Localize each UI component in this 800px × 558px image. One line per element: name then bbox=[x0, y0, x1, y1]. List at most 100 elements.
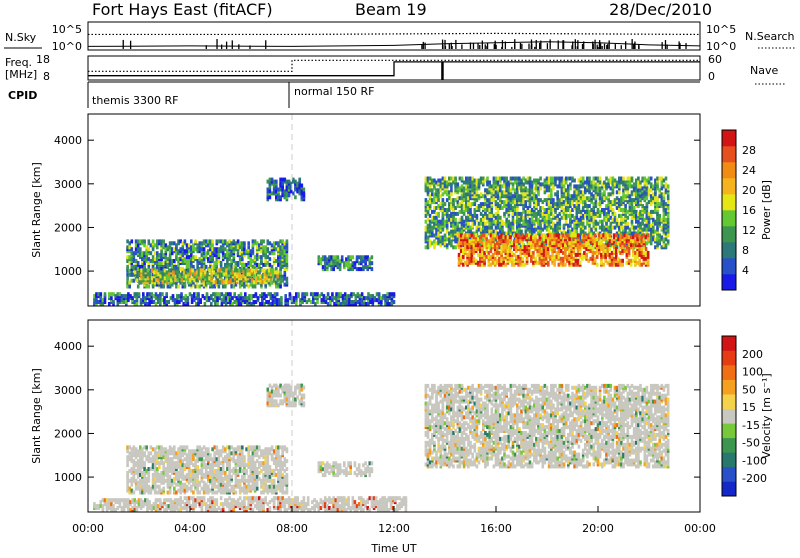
echo-cell bbox=[616, 218, 619, 222]
nave-ytick-bottom: 0 bbox=[708, 70, 715, 83]
echo-cell bbox=[578, 206, 581, 210]
echo-cell bbox=[485, 233, 488, 237]
echo-cell bbox=[139, 247, 142, 251]
echo-cell bbox=[509, 235, 512, 239]
echo-cell bbox=[337, 255, 340, 259]
echo-cell bbox=[152, 239, 155, 243]
echo-cell bbox=[631, 177, 634, 181]
echo-cell bbox=[216, 302, 219, 306]
echo-cell bbox=[341, 255, 344, 259]
echo-cell bbox=[505, 245, 508, 249]
echo-cell bbox=[218, 253, 221, 257]
echo-cell bbox=[206, 272, 209, 276]
echo-cell bbox=[516, 190, 519, 194]
beam-title: Beam 19 bbox=[355, 0, 427, 19]
echo-cell bbox=[588, 177, 591, 181]
echo-cell bbox=[233, 292, 236, 296]
echo-cell bbox=[273, 251, 276, 255]
echo-cell bbox=[184, 239, 187, 243]
echo-cell bbox=[206, 292, 209, 296]
echo-cell bbox=[134, 270, 137, 274]
echo-cell bbox=[276, 270, 279, 274]
echo-cell bbox=[556, 190, 559, 194]
echo-cell bbox=[203, 247, 206, 251]
echo-cell bbox=[262, 239, 265, 243]
echo-cell bbox=[647, 251, 650, 255]
echo-cell bbox=[148, 285, 151, 289]
echo-cell bbox=[150, 251, 153, 255]
echo-cell bbox=[251, 268, 254, 272]
echo-cell bbox=[596, 255, 599, 259]
echo-cell bbox=[534, 233, 537, 237]
echo-cell bbox=[176, 270, 179, 274]
echo-cell bbox=[552, 198, 555, 202]
echo-cell bbox=[243, 241, 246, 245]
echo-cell bbox=[488, 181, 491, 185]
noise-ytick-top-left: 10^5 bbox=[52, 23, 82, 36]
echo-cell bbox=[288, 193, 291, 197]
echo-cell bbox=[577, 233, 580, 237]
echo-cell bbox=[476, 190, 479, 194]
echo-cell bbox=[573, 179, 576, 183]
noise-ylabel-left: N.Sky bbox=[5, 31, 37, 44]
echo-cell bbox=[286, 281, 289, 285]
freq-nave-panel: Freq. [MHz] 18 8 60 0 Nave bbox=[5, 53, 785, 84]
echo-cell bbox=[454, 218, 457, 222]
echo-cell bbox=[539, 224, 542, 228]
echo-cell bbox=[547, 251, 550, 255]
echo-cell bbox=[643, 239, 646, 243]
echo-cell bbox=[667, 200, 670, 204]
echo-cell bbox=[286, 259, 289, 263]
echo-cell bbox=[663, 196, 666, 200]
echo-cell bbox=[652, 226, 655, 230]
echo-cell bbox=[219, 274, 222, 278]
echo-cell bbox=[126, 277, 129, 281]
echo-cell bbox=[602, 263, 605, 267]
echo-cell bbox=[194, 255, 197, 259]
echo-cell bbox=[475, 233, 478, 237]
echo-cell bbox=[491, 226, 494, 230]
freq-ytick-bottom: 8 bbox=[43, 70, 50, 83]
echo-cell bbox=[100, 292, 103, 296]
echo-cell bbox=[615, 233, 618, 237]
echo-cell bbox=[298, 178, 301, 182]
cpid-label: CPID bbox=[8, 89, 37, 102]
echo-cell bbox=[191, 268, 194, 272]
echo-cell bbox=[496, 247, 499, 251]
noise-ytick-top-right: 10^5 bbox=[706, 23, 736, 36]
echo-cell bbox=[579, 261, 582, 265]
echo-cell bbox=[280, 302, 283, 306]
echo-cell bbox=[667, 214, 670, 218]
echo-cell bbox=[444, 177, 447, 181]
echo-cell bbox=[612, 208, 615, 212]
cpid-entry-normal: normal 150 RF bbox=[294, 85, 375, 98]
freq-series-line bbox=[88, 62, 700, 76]
echo-cell bbox=[284, 271, 287, 275]
echo-cell bbox=[442, 198, 445, 202]
echo-cell bbox=[658, 214, 661, 218]
echo-cell bbox=[204, 302, 207, 306]
echo-cell bbox=[210, 302, 213, 306]
echo-cell bbox=[194, 239, 197, 243]
noise-ytick-bottom-left: 10^0 bbox=[52, 40, 82, 53]
echo-cell bbox=[529, 177, 532, 181]
freq-ylabel-line2: [MHz] bbox=[5, 68, 37, 81]
echo-cell bbox=[255, 292, 258, 296]
echo-cell bbox=[582, 222, 585, 226]
echo-cell bbox=[564, 263, 567, 267]
date-title: 28/Dec/2010 bbox=[609, 0, 712, 19]
echo-cell bbox=[647, 261, 650, 265]
echo-cell bbox=[522, 257, 525, 261]
echo-cell bbox=[156, 245, 159, 249]
echo-cell bbox=[627, 190, 630, 194]
echo-cell bbox=[148, 239, 151, 243]
echo-cell bbox=[569, 182, 572, 186]
echo-cell bbox=[638, 259, 641, 263]
echo-cell bbox=[520, 230, 523, 234]
echo-cell bbox=[522, 241, 525, 245]
echo-cell bbox=[497, 210, 500, 214]
echo-cell bbox=[491, 210, 494, 214]
echo-cell bbox=[180, 292, 183, 296]
echo-cell bbox=[614, 212, 617, 216]
